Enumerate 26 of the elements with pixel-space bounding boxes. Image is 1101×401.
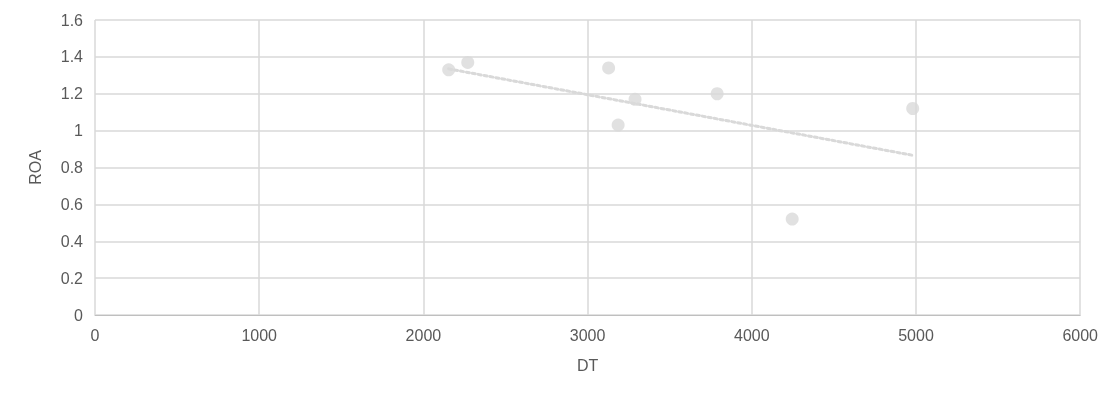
y-tick-label: 1.6: [60, 11, 84, 29]
point: [628, 92, 642, 106]
y-tick-label: 1.2: [60, 85, 84, 103]
y-tick-label: 1.4: [60, 48, 84, 66]
y-tick-label: 0.2: [60, 269, 84, 287]
y-tick-label: 0: [74, 306, 84, 324]
point: [785, 212, 799, 226]
x-tick-label: 0: [90, 326, 100, 344]
point: [906, 102, 920, 115]
point: [602, 61, 616, 75]
y-tick-label: 0.4: [60, 232, 84, 250]
x-tick-label: 5000: [898, 326, 934, 344]
point: [611, 118, 625, 132]
x-tick-label: 6000: [1062, 326, 1099, 344]
y-axis-title: ROA: [26, 149, 44, 185]
x-tick-label: 2000: [405, 326, 442, 344]
y-tick-label: 1: [74, 122, 84, 140]
point: [461, 55, 475, 69]
point: [442, 63, 456, 77]
point: [710, 87, 724, 101]
x-axis-title: DT: [576, 356, 599, 374]
x-tick-label: 1000: [241, 326, 278, 344]
x-tick-label: 3000: [569, 326, 606, 344]
y-tick-label: 0.8: [60, 159, 84, 176]
y-tick-label: 0.6: [60, 195, 84, 213]
x-tick-label: 4000: [734, 326, 770, 344]
